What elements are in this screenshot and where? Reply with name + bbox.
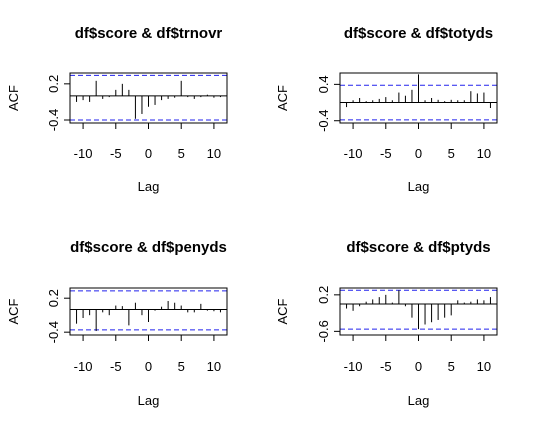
x-tick-label: 0	[145, 146, 152, 161]
y-tick-label: -0.4	[46, 109, 61, 131]
y-axis-label: ACF	[275, 298, 290, 324]
x-axis-label: Lag	[408, 179, 430, 194]
y-tick-label: -0.6	[316, 320, 331, 342]
x-tick-label: 0	[145, 359, 152, 374]
chart-title: df$score & df$penyds	[70, 239, 227, 256]
acf-panel-trnovr: df$score & df$trnovr -10 -5 0 5 10 0.2 -0.4 Lag A…	[6, 25, 228, 194]
acf-panel-totyds: df$score & df$totyds -10 -5 0 5 10 0.4 -0.4 Lag A…	[275, 25, 498, 194]
y-tick-label: 0.2	[46, 75, 61, 93]
x-tick-label: 5	[178, 146, 185, 161]
x-tick-label: 5	[178, 359, 185, 374]
acf-panel-ptyds: df$score & df$ptyds -10 -5 0 5 10 0.2 -0.6 Lag AC…	[275, 239, 498, 408]
x-tick-label: 10	[207, 359, 221, 374]
x-tick-label: 10	[477, 359, 491, 374]
x-tick-label: -10	[344, 146, 363, 161]
y-tick-label: -0.4	[316, 110, 331, 132]
x-tick-label: 10	[477, 146, 491, 161]
x-axis-label: Lag	[408, 393, 430, 408]
chart-title: df$score & df$totyds	[344, 25, 493, 42]
y-tick-label: 0.2	[46, 289, 61, 307]
y-axis-label: ACF	[275, 85, 290, 111]
x-tick-label: -10	[74, 359, 93, 374]
x-tick-label: 5	[448, 359, 455, 374]
x-tick-label: -5	[380, 359, 392, 374]
y-tick-label: -0.4	[46, 321, 61, 343]
x-tick-label: -5	[110, 359, 122, 374]
x-tick-label: 10	[207, 146, 221, 161]
x-tick-label: -5	[110, 146, 122, 161]
y-axis-label: ACF	[6, 298, 21, 324]
x-tick-label: -10	[344, 359, 363, 374]
x-axis-label: Lag	[138, 393, 160, 408]
x-tick-label: 5	[448, 146, 455, 161]
chart-title: df$score & df$ptyds	[346, 239, 490, 256]
x-tick-label: -10	[74, 146, 93, 161]
x-axis-label: Lag	[138, 179, 160, 194]
y-tick-label: 0.2	[316, 286, 331, 304]
x-tick-label: -5	[380, 146, 392, 161]
x-tick-label: 0	[415, 359, 422, 374]
y-axis-label: ACF	[6, 85, 21, 111]
acf-panel-penyds: df$score & df$penyds -10 -5 0 5 10 0.2 -0.4 Lag A…	[6, 239, 228, 408]
chart-title: df$score & df$trnovr	[75, 25, 223, 42]
x-tick-label: 0	[415, 146, 422, 161]
y-tick-label: 0.4	[316, 75, 331, 93]
